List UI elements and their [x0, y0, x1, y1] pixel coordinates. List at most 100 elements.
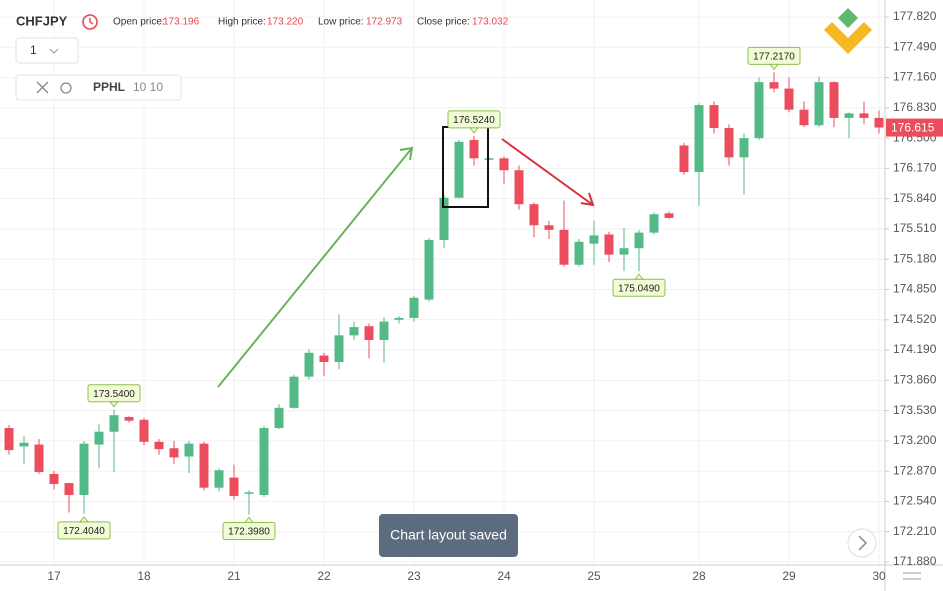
x-tick-label: 17 [47, 569, 61, 583]
annotation-text: 176.5240 [453, 115, 495, 126]
candle-body [199, 443, 209, 488]
price-value: 173.196 [163, 17, 200, 28]
candle-body [739, 138, 749, 158]
candle-body [169, 448, 179, 458]
candle-body [154, 441, 164, 450]
candle-body [139, 419, 149, 442]
x-tick-label: 25 [587, 569, 601, 583]
candle-body [274, 407, 284, 429]
toast-text: Chart layout saved [390, 527, 507, 543]
candle-body [289, 376, 299, 408]
y-tick-label: 172.540 [893, 494, 937, 508]
candle-body [499, 158, 509, 171]
y-tick-label: 176.830 [893, 100, 937, 114]
clock-icon[interactable] [82, 14, 98, 30]
axis-labels: 171.880 172.210 172.540 172.870 173.200 173.5… [47, 9, 943, 583]
candle-body [829, 82, 839, 118]
clock-hand [89, 18, 94, 25]
candle-body [259, 428, 269, 496]
interval-select[interactable] [15, 37, 79, 64]
candle-body [574, 241, 584, 265]
candle-body [529, 204, 539, 226]
x-tick-label: 28 [692, 569, 706, 583]
y-tick-label: 173.530 [893, 403, 937, 417]
candle-body [244, 492, 254, 494]
candle-body [454, 141, 464, 198]
candles [4, 72, 884, 515]
x-tick-label: 23 [407, 569, 421, 583]
logo-part [838, 8, 858, 28]
y-tick-label: 174.190 [893, 342, 937, 356]
x-tick-label: 30 [872, 569, 886, 583]
candle-body [304, 352, 314, 377]
y-tick-label: 177.160 [893, 70, 937, 84]
scroll-button[interactable] [847, 528, 877, 558]
candle-body [34, 444, 44, 473]
annotation-pointer [108, 401, 120, 408]
x-tick-label: 24 [497, 569, 511, 583]
candle-body [694, 105, 704, 173]
candle-body [334, 335, 344, 362]
price-value: 173.032 [472, 17, 509, 28]
logo [824, 22, 872, 54]
annotation-text: 175.0490 [618, 283, 660, 294]
y-tick-label: 175.180 [893, 251, 937, 265]
y-tick-label: 176.170 [893, 161, 937, 175]
settings-icon[interactable] [60, 82, 72, 94]
arrow-head [580, 192, 595, 207]
candle-body [604, 234, 614, 255]
candle-body [364, 326, 374, 340]
y-tick-label: 172.870 [893, 463, 937, 477]
candle-body [229, 477, 239, 496]
candle-body [859, 113, 869, 118]
symbol: CHFJPY [16, 13, 68, 28]
candle-body [124, 417, 134, 421]
candle-body [4, 428, 14, 451]
candle-body [709, 105, 719, 129]
annotation-text: 173.5400 [93, 389, 135, 400]
candle-body [814, 82, 824, 126]
annotation-pointer [633, 273, 645, 280]
last-price-label: 176.615 [891, 121, 935, 135]
candle-body [589, 235, 599, 244]
annotations: 173.5400 176.5240 177.2170 172.4040 172.3980… [57, 46, 801, 540]
interval: 1 [30, 43, 37, 57]
annotation-text: 177.2170 [753, 51, 795, 62]
candle-body [874, 117, 884, 128]
y-tick-label: 171.880 [893, 554, 937, 568]
candle-body [64, 483, 74, 496]
candle-body [394, 317, 404, 320]
y-tick-label: 175.510 [893, 221, 937, 235]
candle-body [319, 355, 329, 362]
candle-body [409, 297, 419, 318]
x-tick-label: 18 [137, 569, 151, 583]
price-label: Open price: [113, 17, 165, 28]
candle-body [619, 248, 629, 255]
last-price-tag [886, 118, 943, 137]
candle-body [649, 214, 659, 233]
chevron [858, 535, 868, 551]
settings-slider[interactable] [903, 572, 921, 580]
y-tick-label: 177.490 [893, 39, 937, 53]
y-tick-label: 174.850 [893, 282, 937, 296]
candle-body [769, 82, 779, 89]
price-label: Close price: [417, 17, 470, 28]
x-tick-label: 21 [227, 569, 241, 583]
dropdown-caret [49, 48, 59, 54]
y-tick-label: 173.200 [893, 433, 937, 447]
annotation-pointer [468, 127, 480, 134]
candle-body [94, 431, 104, 445]
candle-body [634, 232, 644, 249]
y-tick-label: 174.520 [893, 312, 937, 326]
candle-body [469, 139, 479, 159]
annotation-text: 172.4040 [63, 526, 105, 537]
trend-arrow-up [217, 147, 413, 388]
candle-body [799, 109, 809, 126]
annotation-pointer [768, 63, 780, 71]
close-icon[interactable] [36, 81, 49, 94]
y-tick-label: 175.840 [893, 191, 937, 205]
price-header: Open price:173.196 High price: 173.220 Low … [113, 17, 509, 28]
x-tick-label: 22 [317, 569, 331, 583]
price-value: 173.220 [267, 17, 304, 28]
